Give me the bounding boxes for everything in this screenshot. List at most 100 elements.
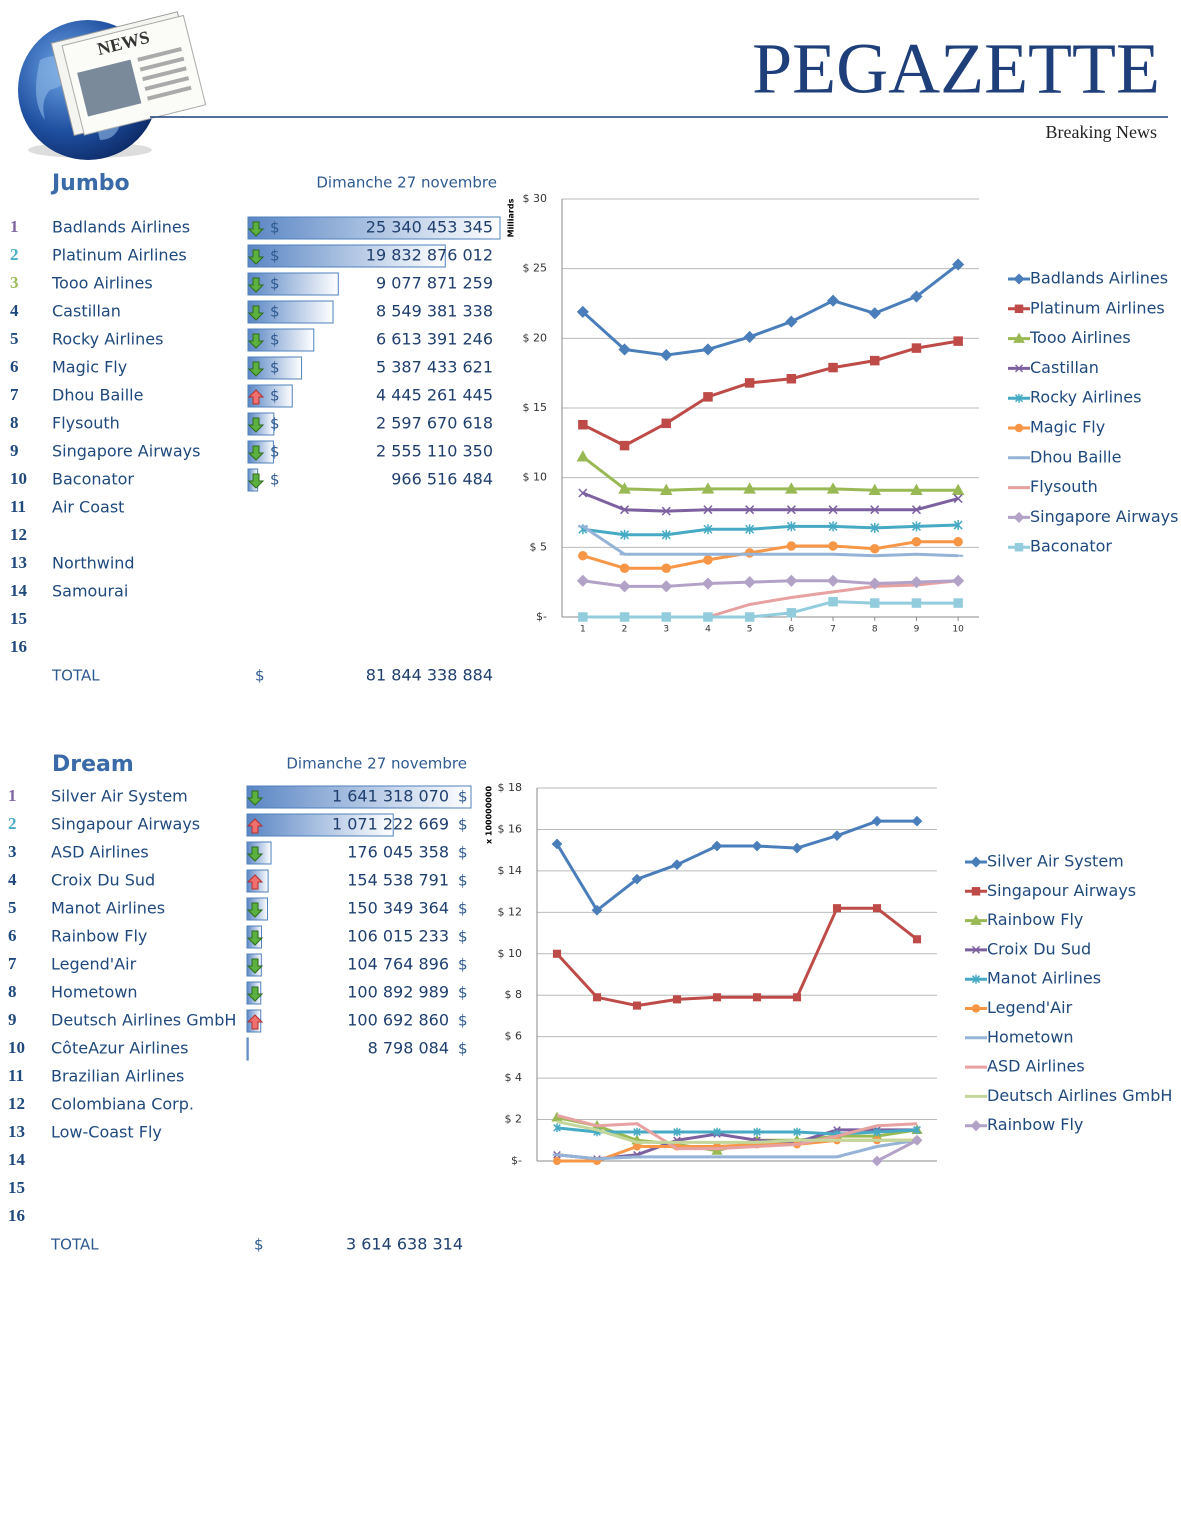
data-point [873, 1127, 881, 1137]
value-bar [246, 1037, 249, 1061]
value-label: 106 015 233 [347, 927, 449, 946]
trend-up-arrow [247, 305, 265, 321]
data-point [701, 577, 715, 590]
series-line [582, 579, 959, 588]
data-point [744, 378, 755, 388]
data-point [828, 596, 838, 607]
data-point [785, 482, 798, 494]
legend-label: Dhou Baille [1030, 447, 1121, 466]
currency: $ [270, 331, 280, 349]
airline-name: CôteAzur Airlines [51, 1039, 188, 1058]
airline-name: ASD Airlines [51, 843, 149, 862]
section-date: Dimanche 27 novembre [316, 174, 497, 192]
legend-label: Manot Airlines [987, 969, 1101, 988]
rank: 8 [8, 982, 17, 1001]
value-label: 966 516 484 [391, 470, 493, 489]
data-point [618, 580, 631, 593]
legend-marker [1014, 304, 1024, 314]
data-point [952, 258, 965, 271]
y-tick-label: $- [536, 610, 547, 623]
legend-marker [970, 1120, 982, 1132]
data-point [633, 1127, 641, 1137]
value-label: 176 045 358 [347, 843, 449, 862]
y-tick-label: $ 25 [523, 262, 548, 275]
currency: $ [458, 788, 468, 806]
data-point [910, 290, 923, 303]
currency: $ [458, 1012, 468, 1030]
data-point [791, 842, 803, 854]
value-label: 2 597 670 618 [376, 414, 493, 433]
trend-up-arrow [247, 417, 265, 433]
value-label: 100 692 860 [347, 1011, 449, 1030]
trend-up-arrow [246, 902, 264, 918]
trend-down-arrow [246, 874, 264, 890]
rank: 6 [8, 926, 17, 945]
legend-marker [1014, 364, 1024, 373]
legend-marker [1013, 511, 1025, 523]
data-point [953, 520, 963, 531]
rank: 12 [8, 1094, 25, 1113]
currency: $ [458, 872, 468, 890]
currency: $ [458, 900, 468, 918]
trend-down-arrow [247, 389, 265, 405]
legend-label: Legend'Air [987, 998, 1073, 1017]
trend-up-arrow [246, 846, 264, 862]
y-axis-title: x 100000000 [485, 786, 494, 844]
legend-label: Castillan [1030, 358, 1099, 377]
section-title: Dream [52, 752, 134, 777]
data-point [870, 522, 880, 533]
masthead-subtitle: Breaking News [1046, 122, 1157, 142]
data-point [793, 1127, 801, 1137]
legend-marker [970, 856, 982, 868]
data-point [552, 949, 562, 958]
rank: 15 [10, 609, 27, 628]
airline-name: Rocky Airlines [52, 330, 163, 349]
legend-label: Baconator [1030, 537, 1112, 556]
data-point [786, 608, 797, 618]
value-bar [247, 300, 334, 324]
value-label: 154 538 791 [347, 871, 449, 890]
legend-label: Flysouth [1030, 477, 1098, 496]
data-point [712, 993, 722, 1002]
data-point [912, 935, 922, 944]
airline-name: Dhou Baille [52, 386, 143, 405]
data-point [868, 483, 882, 495]
rank: 7 [8, 954, 17, 973]
data-point [631, 873, 643, 885]
rank: 2 [10, 245, 19, 264]
data-point [660, 580, 673, 593]
rank: 15 [8, 1178, 25, 1197]
legend-marker [1014, 423, 1024, 433]
legend-label: Badlands Airlines [1030, 269, 1168, 288]
currency: $ [270, 415, 280, 433]
series-line [582, 523, 959, 537]
x-tick-label: 4 [705, 625, 711, 635]
value-label: 6 613 391 246 [376, 330, 493, 349]
data-point [576, 450, 590, 462]
series-line [581, 455, 959, 492]
y-tick-label: $ 16 [498, 822, 523, 835]
total-value: 81 844 338 884 [366, 666, 493, 685]
data-point [911, 343, 922, 353]
value-label: 2 555 110 350 [376, 442, 493, 461]
data-point [619, 563, 630, 573]
trend-up-arrow [247, 361, 265, 377]
currency: $ [270, 471, 280, 489]
airline-name: Badlands Airlines [52, 218, 190, 237]
trend-up-arrow [247, 473, 265, 489]
data-point [786, 541, 797, 551]
rank: 9 [8, 1010, 17, 1029]
trend-down-arrow [246, 1014, 264, 1030]
ranking-table: Jumbo Dimanche 27 novembre 1 Badlands Airli… [10, 171, 501, 685]
trend-up-arrow [247, 333, 265, 349]
series-line [876, 1138, 918, 1163]
data-point [753, 1127, 761, 1137]
total-label: TOTAL [51, 667, 100, 685]
rank: 5 [8, 898, 17, 917]
data-point [661, 506, 671, 516]
value-label: 104 764 896 [347, 955, 449, 974]
y-tick-label: $ 30 [523, 192, 548, 205]
rank: 7 [10, 385, 19, 404]
trend-up-arrow [246, 930, 264, 946]
data-point [703, 392, 713, 402]
